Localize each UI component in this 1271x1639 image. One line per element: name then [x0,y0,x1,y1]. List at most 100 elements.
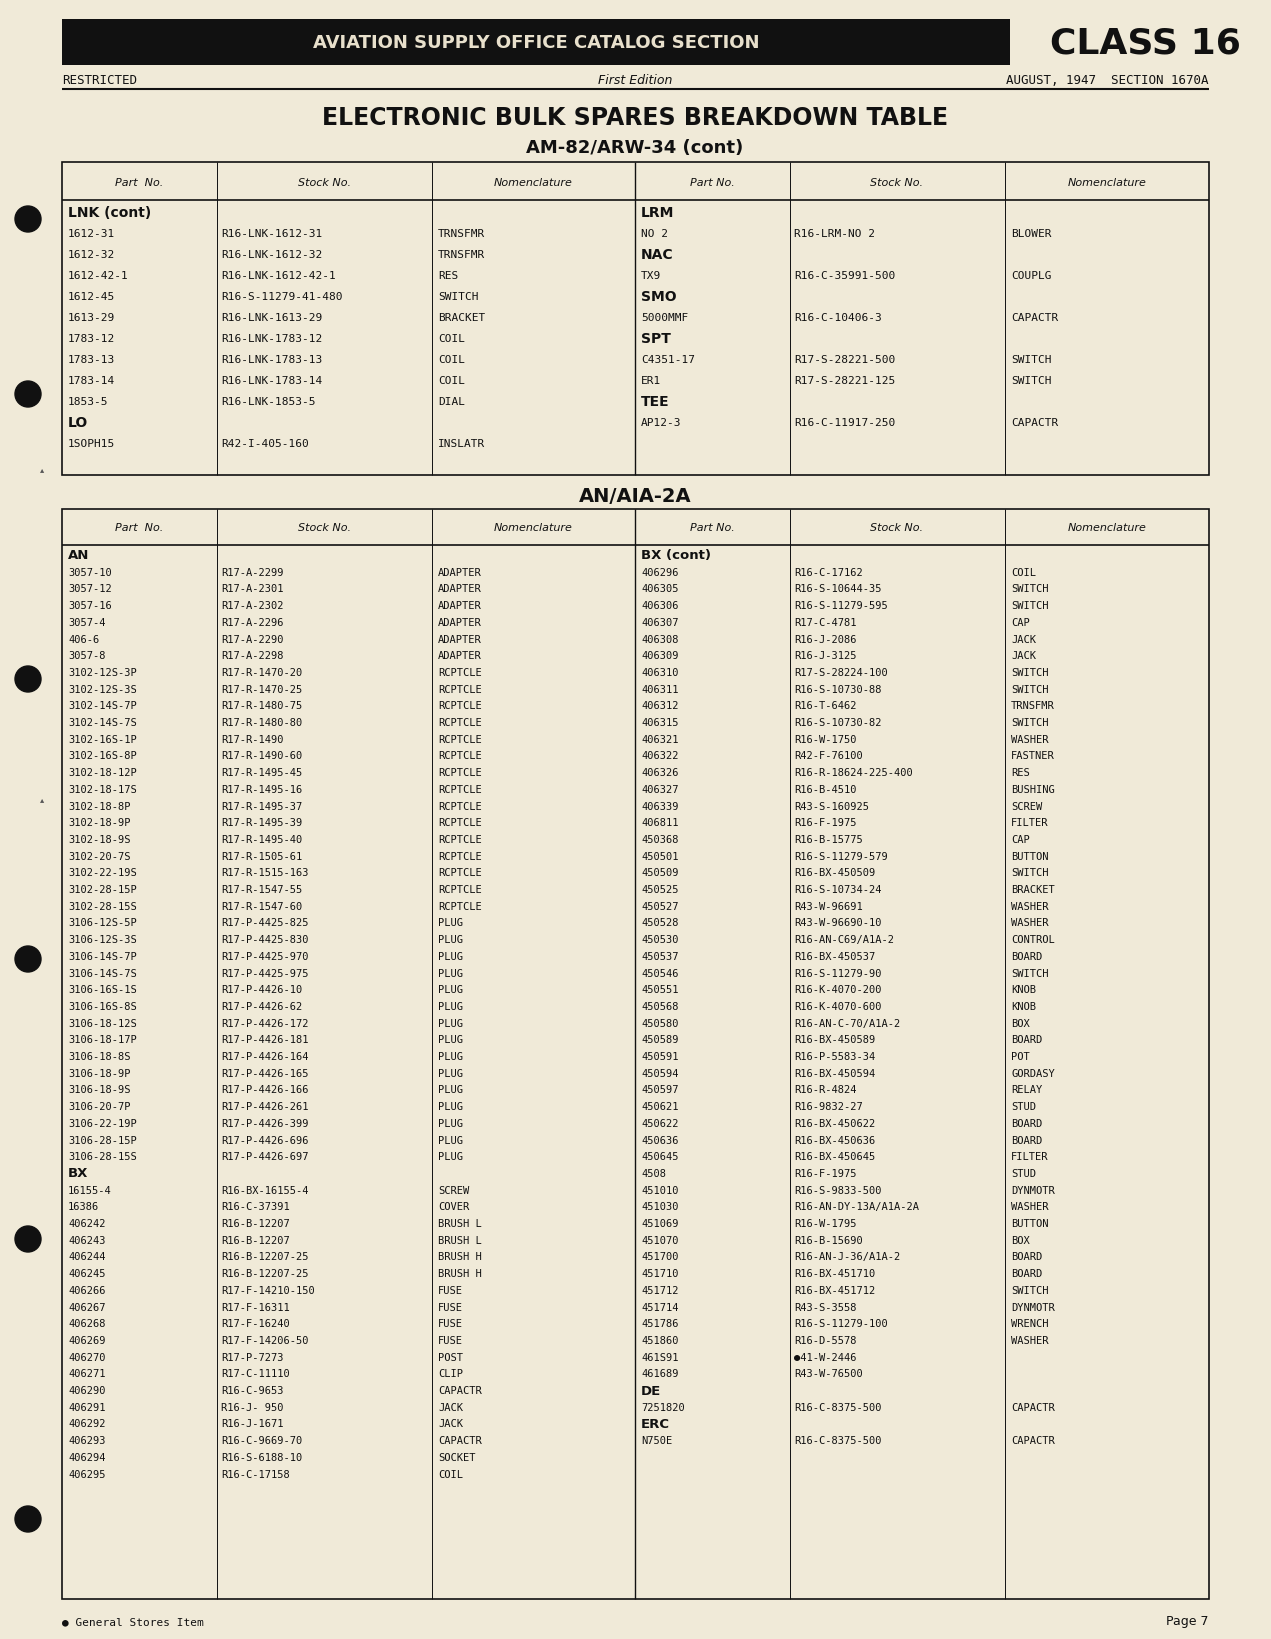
Text: 450501: 450501 [641,851,679,860]
Text: R16-LNK-1612-42-1: R16-LNK-1612-42-1 [221,270,336,280]
Text: 3106-28-15S: 3106-28-15S [69,1152,137,1162]
Bar [62,20,1010,66]
Text: 3106-28-15P: 3106-28-15P [69,1134,137,1144]
Text: 450546: 450546 [641,969,679,978]
Text: 3106-18-17P: 3106-18-17P [69,1034,137,1044]
Text: PLUG: PLUG [438,1069,463,1078]
Text: STUD: STUD [1010,1101,1036,1111]
Text: 3102-12S-3S: 3102-12S-3S [69,683,137,695]
Text: CAP: CAP [1010,618,1030,628]
Text: Stock No.: Stock No. [297,523,351,533]
Text: ●41-W-2446: ●41-W-2446 [794,1352,857,1362]
Text: R17-A-2298: R17-A-2298 [221,651,283,661]
Text: R16-B-15690: R16-B-15690 [794,1234,863,1246]
Text: 450622: 450622 [641,1118,679,1128]
Text: BOARD: BOARD [1010,1034,1042,1044]
Text: R16-9832-27: R16-9832-27 [794,1101,863,1111]
Text: 450527: 450527 [641,901,679,911]
Text: R16-BX-450622: R16-BX-450622 [794,1118,876,1128]
Text: 406242: 406242 [69,1218,105,1228]
Text: R16-BX-450645: R16-BX-450645 [794,1152,876,1162]
Text: 3106-14S-7S: 3106-14S-7S [69,969,137,978]
Text: ▴: ▴ [39,465,44,474]
Text: PLUG: PLUG [438,1152,463,1162]
Text: 450368: 450368 [641,834,679,844]
Text: R16-S-11279-595: R16-S-11279-595 [794,602,887,611]
Text: 450636: 450636 [641,1134,679,1144]
Text: NAC: NAC [641,247,674,262]
Text: 450594: 450594 [641,1069,679,1078]
Text: 3106-14S-7P: 3106-14S-7P [69,951,137,960]
Text: 3102-16S-1P: 3102-16S-1P [69,734,137,744]
Text: R16-LRM-NO 2: R16-LRM-NO 2 [794,229,874,239]
Text: R17-R-1495-45: R17-R-1495-45 [221,767,302,777]
Text: 1783-12: 1783-12 [69,334,116,344]
Text: 451710: 451710 [641,1269,679,1278]
Text: PLUG: PLUG [438,1134,463,1144]
Text: R16-S-10730-88: R16-S-10730-88 [794,683,882,695]
Text: 406322: 406322 [641,751,679,760]
Text: BRUSH L: BRUSH L [438,1218,482,1228]
Text: R16-C-11917-250: R16-C-11917-250 [794,418,895,428]
Text: STUD: STUD [1010,1169,1036,1178]
Text: PLUG: PLUG [438,951,463,960]
Text: BUSHING: BUSHING [1010,785,1055,795]
Text: 451069: 451069 [641,1218,679,1228]
Text: N750E: N750E [641,1436,672,1446]
Text: AM-82/ARW-34 (cont): AM-82/ARW-34 (cont) [526,139,744,157]
Text: SWITCH: SWITCH [1010,354,1051,365]
Text: R16-BX-450636: R16-BX-450636 [794,1134,876,1144]
Text: 3106-20-7P: 3106-20-7P [69,1101,131,1111]
Text: Part No.: Part No. [690,179,735,188]
Text: 7251820: 7251820 [641,1401,685,1411]
Text: DIAL: DIAL [438,397,465,406]
Text: R17-R-1547-55: R17-R-1547-55 [221,885,302,895]
Text: 3102-14S-7P: 3102-14S-7P [69,701,137,711]
Text: 3057-12: 3057-12 [69,583,112,593]
Text: R16-C-10406-3: R16-C-10406-3 [794,313,882,323]
Text: 451714: 451714 [641,1301,679,1311]
Text: 1SOPH15: 1SOPH15 [69,439,116,449]
Text: RCPTCLE: RCPTCLE [438,767,482,777]
Text: 3057-10: 3057-10 [69,567,112,577]
Circle shape [15,1506,41,1532]
Text: 450591: 450591 [641,1051,679,1062]
Text: JACK: JACK [1010,651,1036,661]
Text: 3102-12S-3P: 3102-12S-3P [69,667,137,677]
Text: R17-R-1480-80: R17-R-1480-80 [221,718,302,728]
Text: WASHER: WASHER [1010,918,1049,928]
Text: Nomenclature: Nomenclature [493,523,572,533]
Text: R16-S-10644-35: R16-S-10644-35 [794,583,882,593]
Text: SWITCH: SWITCH [1010,718,1049,728]
Text: BOARD: BOARD [1010,1134,1042,1144]
Text: R16-S-11279-41-480: R16-S-11279-41-480 [221,292,342,302]
Text: First Edition: First Edition [597,74,672,87]
Text: R16-B-4510: R16-B-4510 [794,785,857,795]
Text: 406306: 406306 [641,602,679,611]
Text: R16-C-37391: R16-C-37391 [221,1201,290,1211]
Text: 406293: 406293 [69,1436,105,1446]
Text: COIL: COIL [438,334,465,344]
Text: R16-D-5578: R16-D-5578 [794,1336,857,1346]
Text: R17-C-4781: R17-C-4781 [794,618,857,628]
Text: 406243: 406243 [69,1234,105,1246]
Text: WRENCH: WRENCH [1010,1318,1049,1328]
Text: 450509: 450509 [641,867,679,879]
Text: 406307: 406307 [641,618,679,628]
Text: 3102-28-15S: 3102-28-15S [69,901,137,911]
Text: COVER: COVER [438,1201,469,1211]
Text: CAPACTR: CAPACTR [1010,313,1059,323]
Text: Stock No.: Stock No. [871,179,924,188]
Text: PLUG: PLUG [438,1018,463,1028]
Text: PLUG: PLUG [438,1051,463,1062]
Text: R16-LNK-1853-5: R16-LNK-1853-5 [221,397,315,406]
Text: 3102-18-12P: 3102-18-12P [69,767,137,777]
Text: BUTTON: BUTTON [1010,851,1049,860]
Text: R17-S-28224-100: R17-S-28224-100 [794,667,887,677]
Text: R16-C-9653: R16-C-9653 [221,1385,283,1395]
Text: SWITCH: SWITCH [1010,969,1049,978]
Text: R16-F-1975: R16-F-1975 [794,1169,857,1178]
Text: PLUG: PLUG [438,1101,463,1111]
Text: R16-K-4070-200: R16-K-4070-200 [794,985,882,995]
Text: 3106-18-9S: 3106-18-9S [69,1085,131,1095]
